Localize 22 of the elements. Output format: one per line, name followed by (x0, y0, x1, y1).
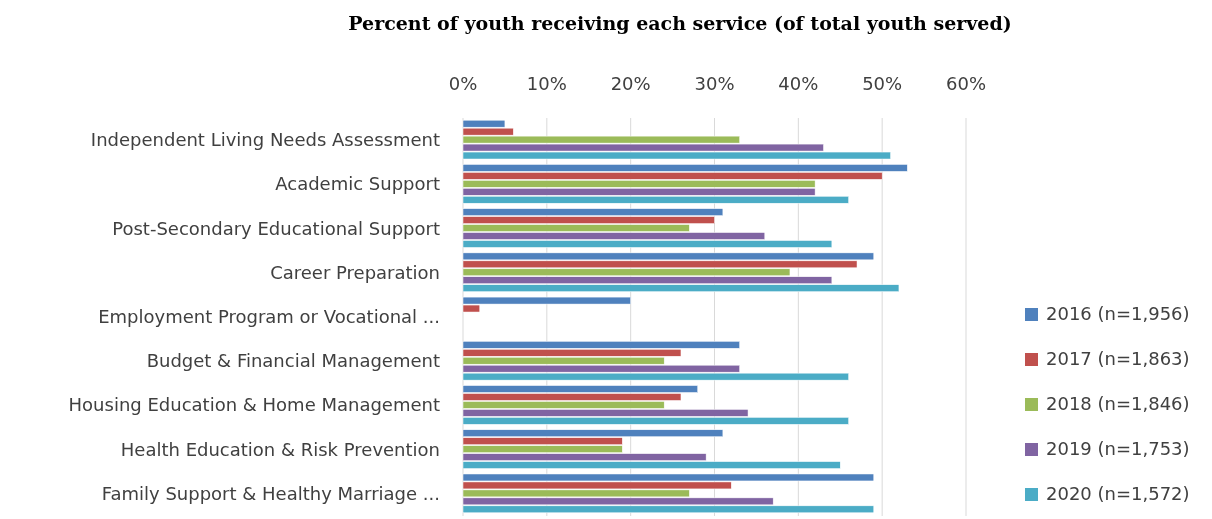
legend-label: 2020 (n=1,572) (1046, 483, 1190, 504)
y-tick-label: Housing Education & Home Management (68, 394, 440, 416)
x-tick-label: 30% (694, 73, 735, 94)
legend-label: 2018 (n=1,846) (1046, 393, 1190, 414)
y-tick-label: Health Education & Risk Prevention (120, 438, 440, 460)
y-tick-label: Employment Program or Vocational ... (98, 306, 440, 327)
y-tick-label: Independent Living Needs Assessment (90, 129, 440, 151)
legend-label: 2017 (n=1,863) (1046, 348, 1190, 369)
y-tick-label: Post-Secondary Educational Support (112, 217, 440, 239)
legend-label: 2019 (n=1,753) (1046, 438, 1190, 459)
x-tick-label: 50% (862, 73, 903, 94)
y-tick-label: Career Preparation (270, 261, 440, 283)
legend-label: 2016 (n=1,956) (1046, 303, 1190, 324)
y-tick-label: Family Support & Healthy Marriage ... (101, 482, 440, 504)
x-tick-label: 60% (945, 73, 987, 94)
y-tick-label: Budget & Financial Management (146, 350, 440, 372)
y-tick-label: Academic Support (275, 173, 440, 195)
chart-title: Percent of youth receiving each service (of total youth served) (348, 12, 1012, 34)
x-tick-label: 20% (610, 73, 651, 94)
x-tick-label: 0% (448, 73, 478, 94)
x-tick-label: 40% (778, 73, 819, 94)
x-tick-label: 10% (526, 73, 567, 94)
